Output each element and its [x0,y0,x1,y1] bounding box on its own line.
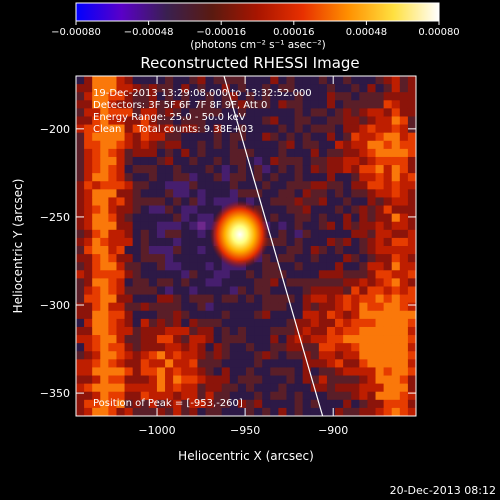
plot-frame [75,75,417,417]
colorbar-unit-label: (photons cm⁻² s⁻¹ asec⁻²) [190,39,325,51]
peak-position-label: Position of Peak = [-953,-260] [93,398,243,409]
annotation-time-range: 19-Dec-2013 13:29:08.000 to 13:32:52.000 [93,88,312,99]
annotation-energy-range: Energy Range: 25.0 - 50.0 keV [93,112,246,123]
footer-timestamp: 20-Dec-2013 08:12 [390,484,496,497]
y-axis-label: Heliocentric Y (arcsec) [11,179,25,314]
colorbar-tick-label: −0.00080 [51,27,101,38]
colorbar [75,2,440,22]
solar-limb-line [223,76,324,416]
y-tick-label: −300 [40,299,70,312]
colorbar-tick-label: 0.00048 [346,27,387,38]
x-tick-label: −1000 [138,424,175,437]
axes: −1000 −950 −900 −200 −250 −300 −350 [40,76,416,437]
heatmap-image [76,76,416,416]
x-tick-label: −900 [318,424,348,437]
y-tick-label: −250 [40,211,70,224]
y-tick-label: −350 [40,387,70,400]
colorbar-ticks: −0.00080 −0.00048 −0.00016 0.00016 0.00048 0.… [51,21,460,38]
chart-title: Reconstructed RHESSI Image [140,54,359,72]
colorbar-tick-label: 0.00016 [273,27,314,38]
annotation-detectors: Detectors: 3F 5F 6F 7F 8F 9F, Att 0 [93,100,267,111]
annotation-total-counts: Clean Total counts: 9.38E+03 [93,124,253,135]
colorbar-tick-label: −0.00016 [196,27,246,38]
colorbar-tick-label: 0.00080 [418,27,459,38]
y-tick-label: −200 [40,123,70,136]
x-tick-label: −950 [230,424,260,437]
colorbar-tick-label: −0.00048 [124,27,174,38]
peak-source [209,200,270,269]
x-axis-label: Heliocentric X (arcsec) [178,449,314,463]
